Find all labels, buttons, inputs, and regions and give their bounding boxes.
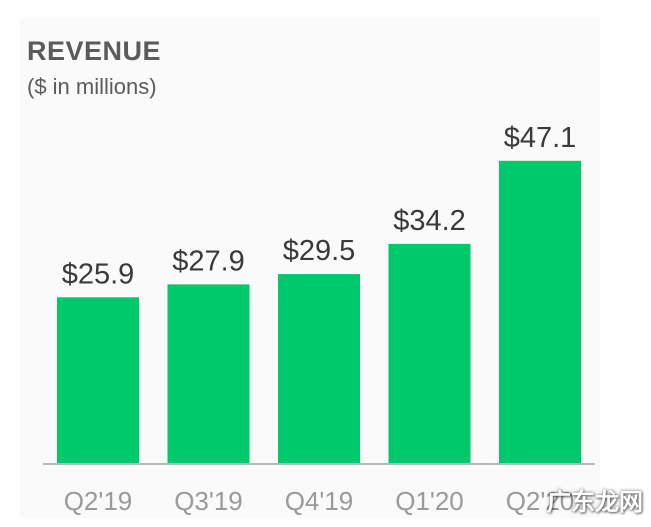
bar-Q2'20: [499, 160, 581, 465]
value-labels-group: $25.9 $27.9 $29.5 $34.2 $47.1: [62, 122, 577, 290]
bars-group: [57, 160, 581, 465]
chart-subtitle: ($ in millions): [27, 74, 157, 99]
tick-label-Q2'20: Q2'20: [506, 486, 575, 516]
watermark-logo: 广东龙网: [547, 488, 643, 516]
value-label-Q2'19: $25.9: [62, 258, 135, 290]
bar-Q3'19: [167, 284, 250, 464]
chart-title: REVENUE: [27, 36, 162, 66]
tick-labels-group: Q2'19 Q3'19 Q4'19 Q1'20 Q2'20: [64, 486, 575, 516]
value-label-Q4'19: $29.5: [283, 235, 356, 267]
tick-label-Q2'19: Q2'19: [64, 486, 133, 516]
bar-Q2'19: [57, 297, 139, 464]
bar-Q1'20: [388, 243, 471, 464]
value-label-Q1'20: $34.2: [393, 205, 466, 237]
tick-label-Q4'19: Q4'19: [285, 486, 354, 516]
value-label-Q3'19: $27.9: [172, 245, 245, 277]
value-label-Q2'20: $47.1: [504, 122, 577, 154]
bar-Q4'19: [278, 274, 360, 464]
tick-label-Q1'20: Q1'20: [395, 486, 464, 516]
tick-label-Q3'19: Q3'19: [174, 486, 243, 516]
